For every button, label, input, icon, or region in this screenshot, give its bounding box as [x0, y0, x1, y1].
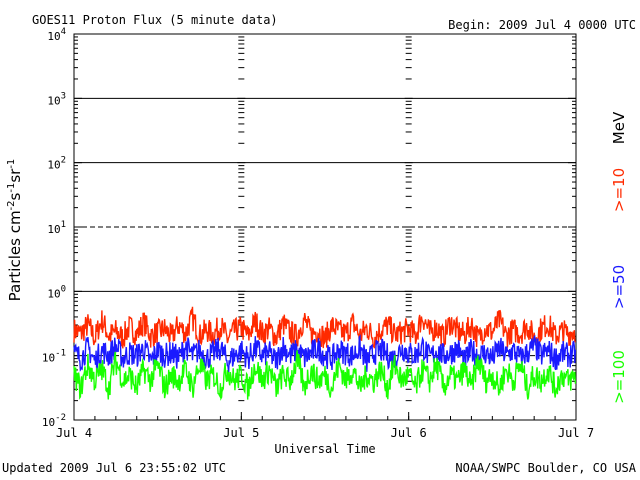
y-tick-label-3: 101 [47, 220, 66, 236]
legend-gt100: >=100 [610, 350, 628, 404]
credit-label: NOAA/SWPC Boulder, CO USA [455, 461, 636, 475]
updated-label: Updated 2009 Jul 6 23:55:02 UTC [2, 461, 226, 475]
y-axis-label-sr: sr [6, 168, 24, 183]
units-label: MeV [610, 111, 628, 144]
y-tick-label-0: 104 [47, 27, 66, 43]
y-tick-label-2: 102 [47, 156, 66, 172]
x-tick-label-1: Jul 5 [223, 426, 259, 440]
x-tick-label-0: Jul 4 [56, 426, 92, 440]
y-axis-label-s: s [6, 192, 24, 200]
y-axis-label-sup3: -1 [6, 159, 17, 169]
x-axis-label: Universal Time [274, 442, 375, 456]
begin-label: Begin: 2009 Jul 4 0000 UTC [448, 18, 636, 32]
y-axis-label-sup1: -2 [6, 200, 17, 210]
x-tick-label-3: Jul 7 [558, 426, 594, 440]
series-line-2 [73, 350, 577, 401]
series-lines [73, 306, 577, 401]
legend-gt50: >=50 [610, 265, 628, 309]
y-tick-label-6: 10-2 [42, 413, 66, 429]
x-tick-label-2: Jul 6 [391, 426, 427, 440]
y-axis-label: Particles cm-2s-1sr-1 [6, 159, 24, 302]
y-tick-label-4: 100 [47, 284, 66, 300]
series-line-1 [73, 334, 577, 373]
x-axis-ticks: Jul 4 Jul 5 Jul 6 Jul 7 [56, 412, 594, 440]
day-tick-columns [237, 36, 413, 421]
y-axis-ticks: 104 103 102 101 100 10-1 10-2 [42, 27, 576, 429]
y-axis-label-sup2: -1 [6, 183, 17, 193]
series-line-0 [73, 306, 577, 349]
y-tick-label-1: 103 [47, 91, 66, 107]
chart-title: GOES11 Proton Flux (5 minute data) [32, 13, 278, 27]
y-tick-label-5: 10-1 [42, 349, 66, 365]
legend-gt10: >=10 [610, 168, 628, 212]
y-axis-label-main: Particles cm [6, 210, 24, 301]
